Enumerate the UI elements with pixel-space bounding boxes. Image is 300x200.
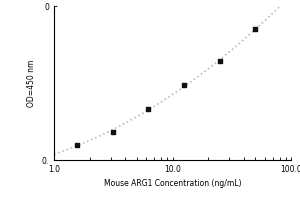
Point bbox=[110, 131, 115, 134]
Point bbox=[75, 143, 80, 146]
Point bbox=[253, 27, 258, 31]
Point bbox=[182, 83, 186, 86]
Point bbox=[217, 60, 222, 63]
Y-axis label: OD=450 nm: OD=450 nm bbox=[27, 59, 36, 107]
X-axis label: Mouse ARG1 Concentration (ng/mL): Mouse ARG1 Concentration (ng/mL) bbox=[104, 179, 241, 188]
Point bbox=[146, 108, 151, 111]
